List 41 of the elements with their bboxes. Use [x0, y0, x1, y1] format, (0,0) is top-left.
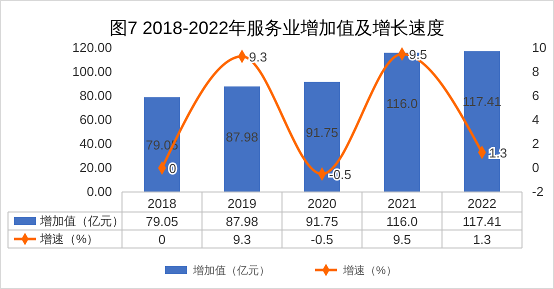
legend-label: 增加值（亿元）	[39, 214, 124, 228]
y-tick-label: 120.00	[72, 40, 112, 56]
bar	[224, 86, 260, 192]
data-label: 9.5	[392, 232, 412, 247]
data-label: 87.98	[226, 214, 258, 229]
data-label: 79.05	[146, 214, 178, 229]
x-tick-label: 2018	[148, 196, 176, 211]
y-tick-label: 100.00	[72, 64, 112, 80]
y-tick-label: 80.00	[79, 88, 112, 104]
text: 增速（%）	[343, 265, 397, 277]
x-tick-label: 2019	[228, 196, 256, 211]
data-label: 117.41	[462, 214, 502, 229]
data-label: 9.3	[232, 232, 252, 247]
y-tick-label: 40.00	[79, 136, 112, 152]
text: 91.75	[306, 124, 338, 140]
data-label: 116.0	[386, 214, 418, 229]
text: 9.3	[249, 49, 268, 64]
x-tick-label: 2020	[308, 196, 336, 211]
x-tick-label: 2021	[388, 196, 416, 211]
y2-tick-label: -2	[532, 184, 544, 200]
text: 116.0	[386, 96, 418, 111]
y2-tick-label: 2	[532, 136, 540, 152]
text: 87.98	[226, 129, 258, 144]
text: 0	[169, 161, 176, 176]
y2-tick-label: 6	[532, 88, 540, 104]
chart-title: 图7 2018-2022年服务业增加值及增长速度	[109, 18, 445, 38]
y2-tick-label: 4	[532, 112, 540, 128]
y2-tick-label: 8	[532, 64, 540, 80]
y-tick-label: 60.00	[79, 112, 112, 128]
bar	[144, 97, 180, 192]
data-label: 1.3	[472, 232, 492, 247]
y2-tick-label: 10	[532, 40, 546, 56]
legend-label: 增速（%）	[39, 232, 99, 246]
text: 增加值（亿元）	[193, 265, 270, 277]
y2-tick-label: 0	[532, 160, 540, 176]
x-tick-label: 2022	[468, 196, 496, 211]
y-tick-label: 20.00	[79, 160, 112, 176]
y-tick-label: 0.00	[86, 184, 112, 200]
data-label: 0	[158, 232, 166, 247]
data-label: -0.5	[310, 232, 334, 247]
data-label: 91.75	[306, 214, 338, 229]
